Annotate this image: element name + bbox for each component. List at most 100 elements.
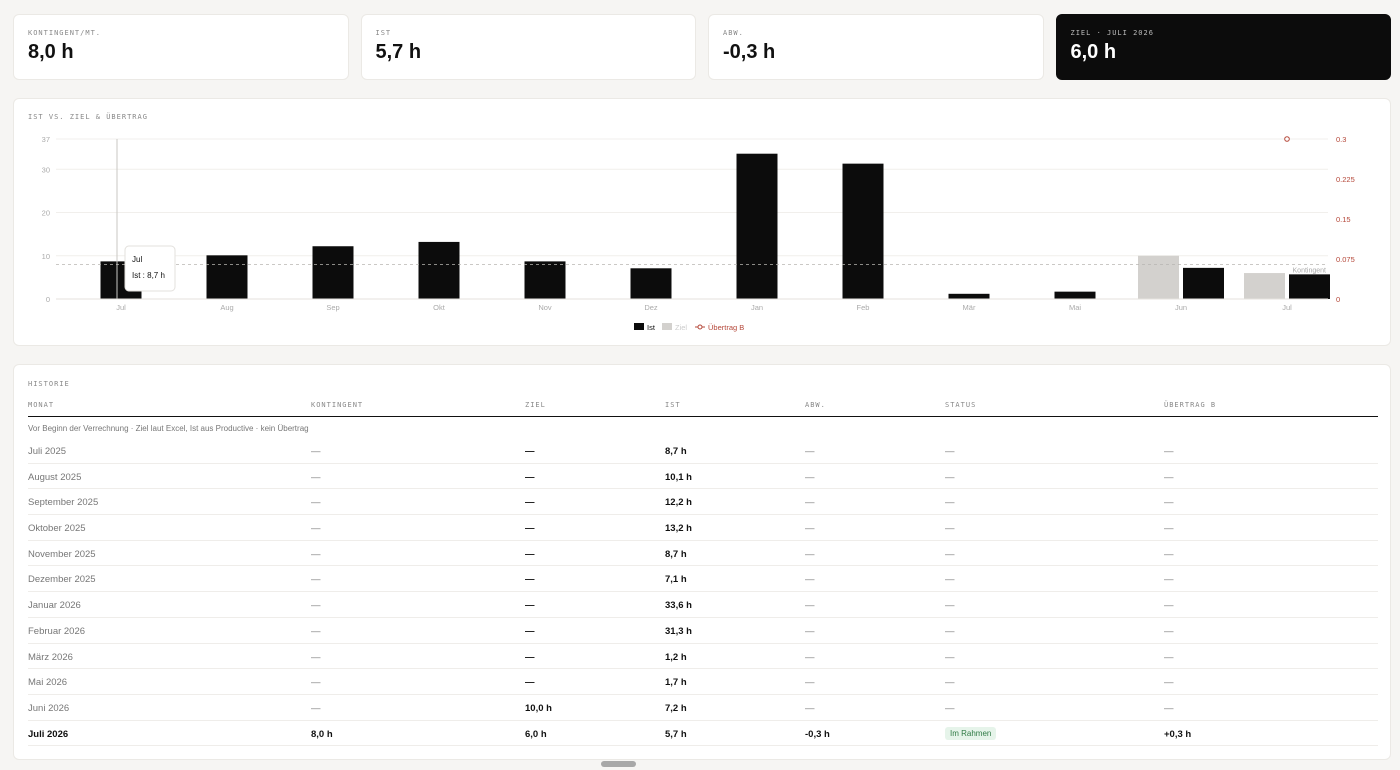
cell-status: — <box>945 471 955 483</box>
table-row: November 2025 — — 8,7 h — — — <box>28 541 1378 567</box>
x-tick: Jul <box>1282 303 1292 312</box>
x-tick: Jun <box>1175 303 1187 312</box>
cell-status: — <box>945 651 955 663</box>
cell-ist: 33,6 h <box>665 600 692 612</box>
cell-status: — <box>945 548 955 560</box>
table-row: Februar 2026 — — 31,3 h — — — <box>28 618 1378 644</box>
legend-label-uebertrag: Übertrag B <box>708 323 744 332</box>
cell-uebertrag: — <box>1164 651 1174 663</box>
cell-abw: — <box>805 677 815 689</box>
table-row: Januar 2026 — — 33,6 h — — — <box>28 592 1378 618</box>
cell-status: — <box>945 600 955 612</box>
bar-ist <box>630 268 672 299</box>
history-card: HISTORIE MONAT KONTINGENT ZIEL IST ABW. … <box>13 364 1391 760</box>
cell-status: — <box>945 523 955 535</box>
cell-kontingent: — <box>311 600 321 612</box>
x-tick: Jan <box>751 303 763 312</box>
cell-ist: 13,2 h <box>665 523 692 535</box>
legend-label-ist: Ist <box>647 323 656 332</box>
kpi-value: 8,0 h <box>28 41 74 63</box>
x-tick: Mär <box>963 303 976 312</box>
cell-ziel: — <box>525 625 535 637</box>
x-tick: Feb <box>857 303 870 312</box>
cell-abw: — <box>805 523 815 535</box>
kpi-card-kontingent: KONTINGENT/MT. 8,0 h <box>13 14 349 80</box>
cell-abw: — <box>805 702 815 714</box>
cell-ist: 5,7 h <box>665 728 687 740</box>
x-tick: Nov <box>538 303 552 312</box>
legend-label-ziel: Ziel <box>675 323 687 332</box>
cell-uebertrag: — <box>1164 625 1174 637</box>
header-status: STATUS <box>945 401 977 409</box>
chart-title: IST VS. ZIEL & ÜBERTRAG <box>28 113 148 121</box>
cell-monat: August 2025 <box>28 471 82 483</box>
kpi-label: ABW. <box>723 29 744 37</box>
y-tick-right: 0.15 <box>1336 215 1351 224</box>
cell-monat: Juli 2025 <box>28 446 67 457</box>
y-tick-right: 0.075 <box>1336 255 1355 264</box>
cell-kontingent: — <box>311 574 321 586</box>
tooltip <box>124 245 176 292</box>
cell-ist: 8,7 h <box>665 446 687 457</box>
table-row: September 2025 — — 12,2 h — — — <box>28 489 1378 516</box>
header-kontingent: KONTINGENT <box>311 401 364 409</box>
cell-ist: 7,1 h <box>665 574 687 586</box>
cell-status: — <box>945 702 955 714</box>
cell-kontingent: — <box>311 548 321 560</box>
cell-ziel: — <box>525 574 535 586</box>
cell-abw: — <box>805 574 815 586</box>
cell-monat: Oktober 2025 <box>28 523 86 535</box>
cell-monat: Januar 2026 <box>28 600 81 612</box>
cell-ist: 7,2 h <box>665 702 687 714</box>
cell-monat: Februar 2026 <box>28 625 86 637</box>
cell-ist: 8,7 h <box>665 548 687 560</box>
x-tick: Mai <box>1069 303 1081 312</box>
legend-swatch-ziel <box>662 323 672 330</box>
header-abw: ABW. <box>805 401 826 409</box>
bar-chart: 0 10 20 30 37 0 0.075 0.15 0.225 0.3 Jul Aug Sep Okt N… <box>42 135 1355 332</box>
table-row: Juli 2025 — — 8,7 h — — — <box>28 438 1378 464</box>
tooltip-value: Ist : 8,7 h <box>132 271 165 280</box>
chart-card: IST VS. ZIEL & ÜBERTRAG 0 10 20 30 37 0 0.075 0… <box>13 98 1391 346</box>
cell-ist: 1,2 h <box>665 651 687 663</box>
cell-uebertrag: — <box>1164 677 1174 689</box>
cell-kontingent: — <box>311 625 321 637</box>
header-ist: IST <box>665 401 681 409</box>
cell-ziel: 10,0 h <box>525 702 552 714</box>
bar-ist <box>524 261 566 299</box>
x-tick: Aug <box>220 303 233 312</box>
tooltip-title: Jul <box>132 255 142 264</box>
scrollbar-handle[interactable] <box>601 761 636 767</box>
y-tick-left: 10 <box>42 252 50 261</box>
cell-ist: 1,7 h <box>665 677 687 689</box>
table-row: Dezember 2025 — — 7,1 h — — — <box>28 566 1378 593</box>
cell-abw: — <box>805 446 815 457</box>
header-uebertrag: ÜBERTRAG B <box>1164 401 1217 409</box>
cell-status: — <box>945 497 955 509</box>
bar-ist <box>1183 267 1224 299</box>
cell-monat: Mai 2026 <box>28 677 68 689</box>
table-note: Vor Beginn der Verrechnung · Ziel laut E… <box>28 424 309 433</box>
cell-ist: 12,2 h <box>665 497 692 509</box>
table-header: MONAT KONTINGENT ZIEL IST ABW. STATUS ÜB… <box>28 401 1378 417</box>
cell-monat: März 2026 <box>28 651 73 663</box>
cell-ziel: 6,0 h <box>525 728 547 740</box>
cell-abw: — <box>805 625 815 637</box>
cell-monat: Juli 2026 <box>28 728 69 740</box>
cell-monat: November 2025 <box>28 548 96 560</box>
table-row: Juli 2026 8,0 h 6,0 h 5,7 h -0,3 h Im Rahmen +… <box>28 721 1378 747</box>
y-tick-left: 0 <box>46 295 50 304</box>
kpi-value: -0,3 h <box>723 41 776 63</box>
kpi-label: ZIEL · JULI 2026 <box>1070 29 1154 37</box>
bar-ist <box>312 246 354 299</box>
cell-ziel: — <box>525 471 535 483</box>
bar-ist <box>1054 291 1096 299</box>
cell-ist: 31,3 h <box>665 625 692 637</box>
cell-kontingent: — <box>311 677 321 689</box>
cell-uebertrag: — <box>1164 548 1174 560</box>
header-ziel: ZIEL <box>525 401 546 409</box>
cell-abw: -0,3 h <box>805 728 830 740</box>
kpi-label: IST <box>375 29 392 37</box>
cell-abw: — <box>805 600 815 612</box>
cell-kontingent: — <box>311 702 321 714</box>
